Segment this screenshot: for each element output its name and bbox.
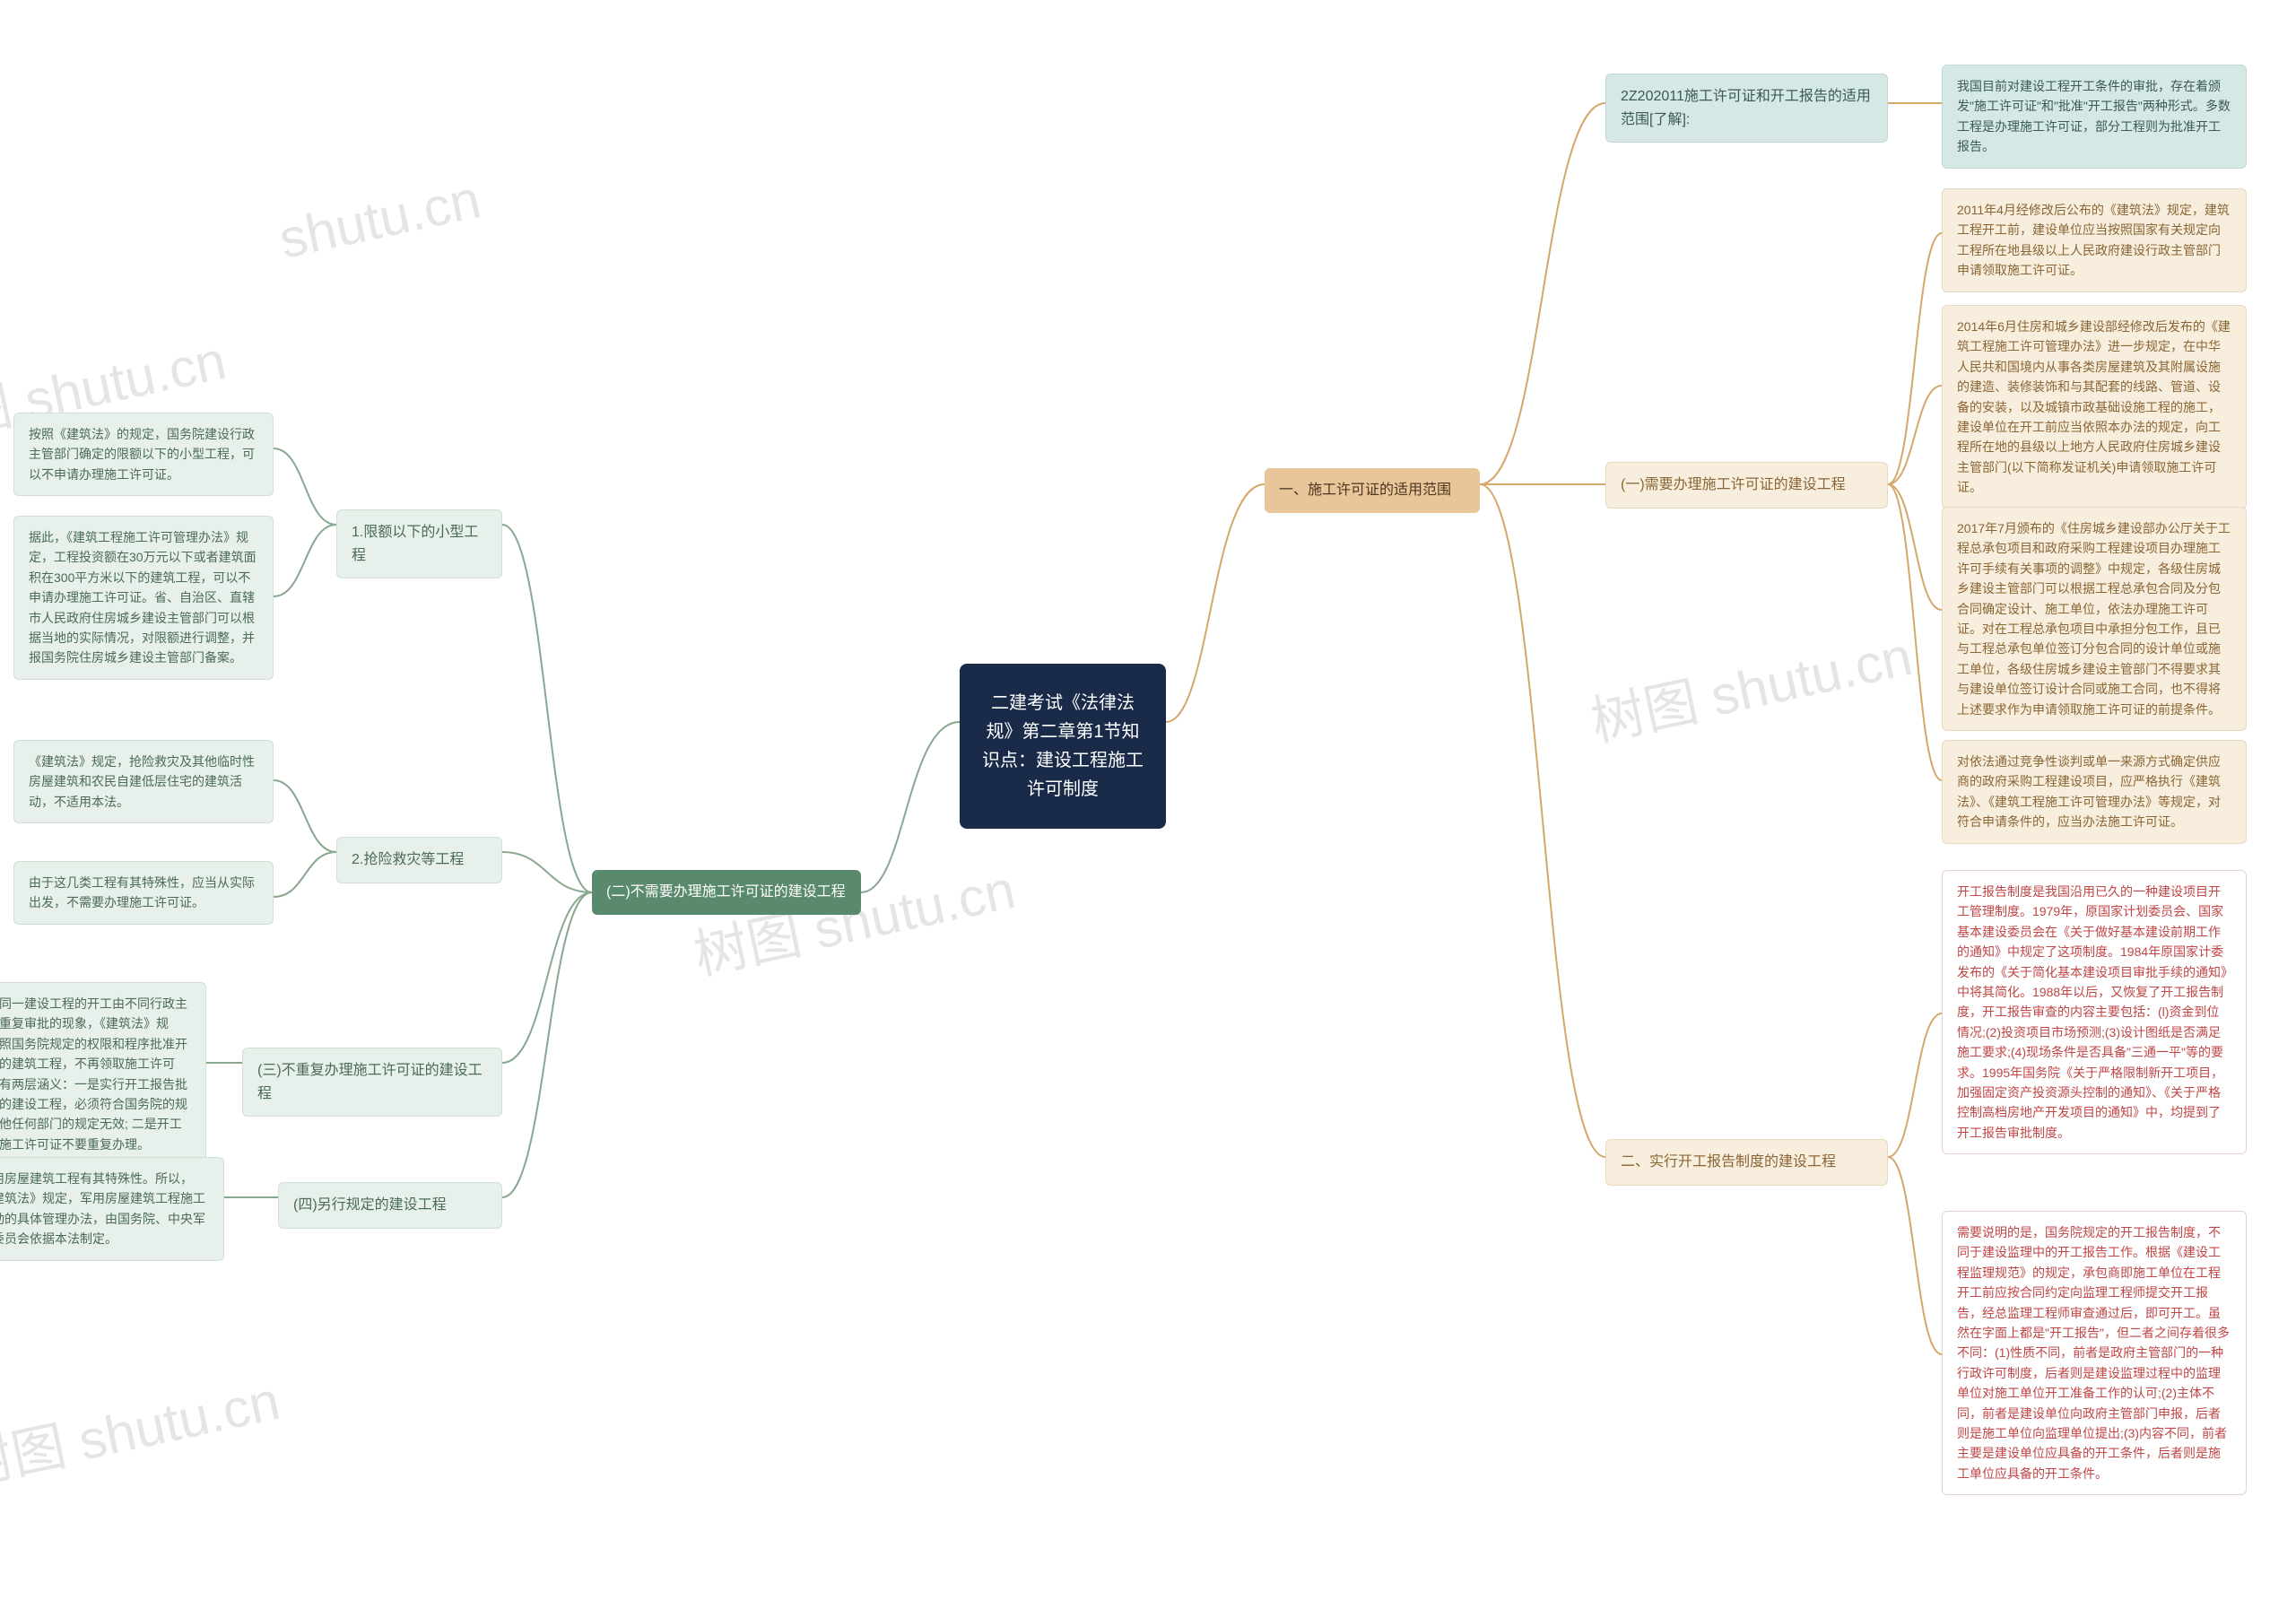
section2-n1-title: 1.限额以下的小型工程	[336, 509, 502, 578]
section1-n3-title: 二、实行开工报告制度的建设工程	[1605, 1139, 1888, 1186]
section2-n1-d1: 按照《建筑法》的规定，国务院建设行政主管部门确定的限额以下的小型工程，可以不申请…	[13, 413, 274, 496]
section1-title: 一、施工许可证的适用范围	[1265, 468, 1480, 513]
section2-n4-title: (四)另行规定的建设工程	[278, 1182, 502, 1229]
section1-n2-d3: 2017年7月颁布的《住房城乡建设部办公厅关于工程总承包项目和政府采购工程建设项…	[1942, 507, 2247, 731]
section2-n2-d2: 由于这几类工程有其特殊性，应当从实际出发，不需要办理施工许可证。	[13, 861, 274, 925]
section1-n2-d2: 2014年6月住房和城乡建设部经修改后发布的《建筑工程施工许可管理办法》进一步规…	[1942, 305, 2247, 509]
section2-n2-title: 2.抢险救灾等工程	[336, 837, 502, 883]
section1-n1-title: 2Z202011施工许可证和开工报告的适用范围[了解]:	[1605, 74, 1888, 143]
section2-n1-d2: 据此，《建筑工程施工许可管理办法》规定，工程投资额在30万元以下或者建筑面积在3…	[13, 516, 274, 680]
root-node: 二建考试《法律法规》第二章第1节知识点：建设工程施工许可制度	[960, 664, 1166, 829]
watermark: 树图 shutu.cn	[0, 1357, 286, 1501]
section1-n3-d1: 开工报告制度是我国沿用已久的一种建设项目开工管理制度。1979年，原国家计划委员…	[1942, 870, 2247, 1154]
section1-n2-title: (一)需要办理施工许可证的建设工程	[1605, 462, 1888, 509]
section2-n4-d1: 军用房屋建筑工程有其特殊性。所以，《建筑法》规定，军用房屋建筑工程施工活动的具体…	[0, 1157, 224, 1261]
section2-n3-title: (三)不重复办理施工许可证的建设工程	[242, 1048, 502, 1117]
section1-n3-d2: 需要说明的是，国务院规定的开工报告制度，不同于建设监理中的开工报告工作。根据《建…	[1942, 1211, 2247, 1495]
section1-n2-d1: 2011年4月经修改后公布的《建筑法》规定，建筑工程开工前，建设单位应当按照国家…	[1942, 188, 2247, 292]
watermark: 树图 shutu.cn	[1583, 613, 1918, 757]
section2-n2-d1: 《建筑法》规定，抢险救灾及其他临时性房屋建筑和农民自建低层住宅的建筑活动，不适用…	[13, 740, 274, 823]
section1-n1-detail: 我国目前对建设工程开工条件的审批，存在着颁发"施工许可证"和"批准"开工报告"两…	[1942, 65, 2247, 169]
section1-n2-d4: 对依法通过竞争性谈判或单一来源方式确定供应商的政府采购工程建设项目，应严格执行《…	[1942, 740, 2247, 844]
section2-title: (二)不需要办理施工许可证的建设工程	[592, 870, 861, 915]
section2-n3-d1: 为避免同一建设工程的开工由不同行政主管部门重复审批的现象，《建筑法》规定，按照国…	[0, 982, 206, 1166]
watermark: shutu.cn	[274, 168, 485, 271]
watermark: 树图 shutu.cn	[686, 846, 1022, 990]
